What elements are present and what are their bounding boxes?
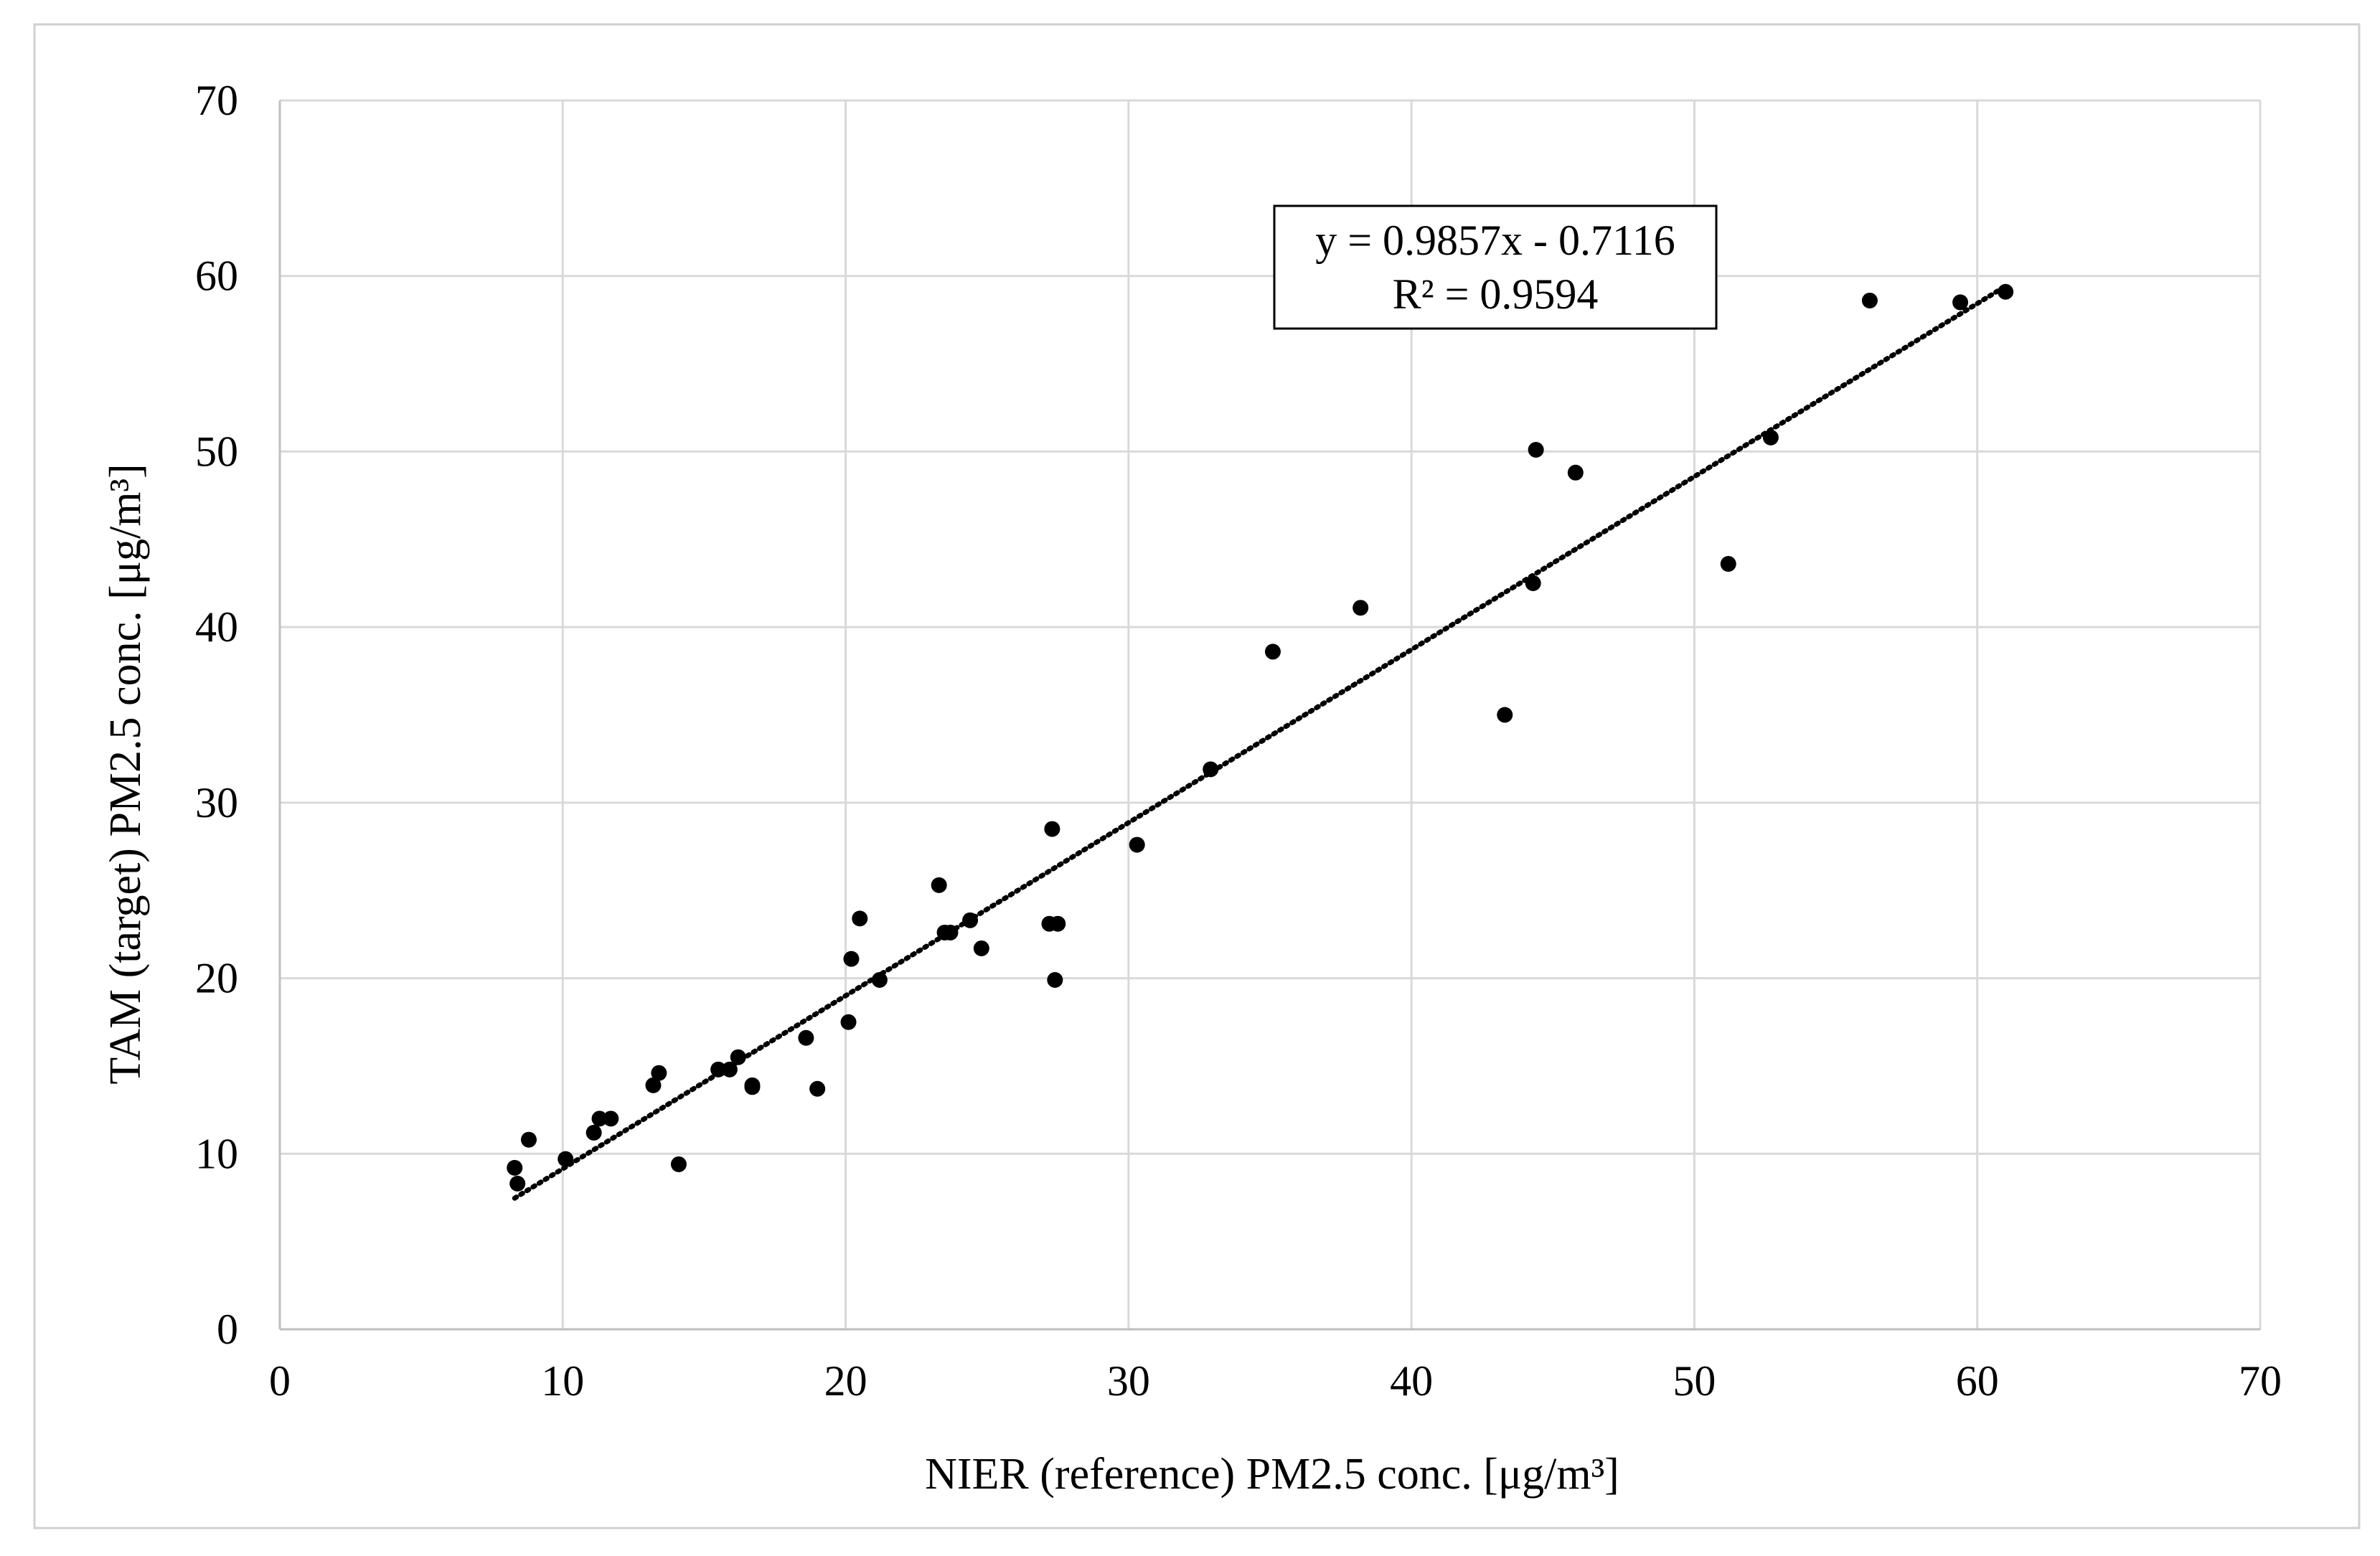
y-tick-label: 0 [217, 1306, 238, 1353]
equation-box-frame [1273, 204, 1718, 330]
y-tick-label: 60 [195, 253, 238, 300]
data-points [507, 283, 2014, 1192]
data-point [871, 972, 888, 989]
x-tick-label: 0 [269, 1357, 291, 1405]
data-point [1762, 429, 1779, 445]
data-point [809, 1080, 826, 1097]
data-point [840, 1014, 857, 1030]
data-point [931, 877, 947, 893]
data-point [721, 1061, 738, 1078]
data-point [645, 1077, 662, 1093]
trendline-layer [512, 283, 2008, 1201]
x-axis-title: NIER (reference) PM2.5 conc. [μg/m³] [925, 1450, 1619, 1499]
data-point [651, 1065, 667, 1081]
data-point [1720, 556, 1736, 572]
x-tick-label: 10 [541, 1357, 584, 1405]
x-tick-label: 60 [1956, 1357, 1999, 1405]
x-tick-label: 30 [1107, 1357, 1150, 1405]
data-point [509, 1175, 526, 1192]
data-point [843, 951, 860, 967]
data-point [1129, 836, 1145, 853]
tick-labels: 0 10 20 30 40 50 60 70 0 10 20 30 40 50 60 70 [195, 77, 2282, 1405]
data-point [710, 1061, 727, 1078]
data-point [1264, 643, 1281, 660]
data-point [962, 912, 979, 928]
data-point [603, 1111, 619, 1127]
r-squared-text: R² = 0.9594 [1393, 270, 1599, 318]
x-tick-label: 70 [2239, 1357, 2282, 1405]
data-point [1050, 915, 1066, 932]
equation-text: y = 0.9857x - 0.7116 [1315, 217, 1675, 264]
x-tick-label: 20 [824, 1357, 867, 1405]
y-tick-label: 40 [195, 603, 238, 651]
data-point [1567, 464, 1584, 481]
data-point [1497, 707, 1513, 723]
data-point [507, 1159, 523, 1176]
data-point [1044, 821, 1060, 837]
trendline [512, 283, 2008, 1201]
data-point [558, 1151, 574, 1167]
data-point [1528, 441, 1544, 458]
y-tick-label: 50 [195, 428, 238, 475]
chart-frame [33, 23, 2361, 1529]
y-axis-title: TAM (target) PM2.5 conc. [μg/m³] [101, 463, 150, 1084]
y-tick-label: 70 [195, 77, 238, 124]
data-point [852, 910, 868, 927]
data-point [1861, 292, 1878, 308]
equation-box: y = 0.9857x - 0.7116 R² = 0.9594 [1273, 204, 1718, 330]
data-point [1998, 283, 2014, 300]
data-point [1952, 294, 1969, 311]
y-tick-label: 20 [195, 955, 238, 1002]
y-tick-label: 30 [195, 779, 238, 826]
data-point [585, 1124, 602, 1141]
data-point [670, 1156, 687, 1172]
data-point [744, 1077, 761, 1093]
data-point [1047, 972, 1063, 989]
data-point [1203, 761, 1219, 778]
data-point [798, 1029, 814, 1046]
data-point [1353, 600, 1369, 616]
y-tick-label: 10 [195, 1130, 238, 1177]
data-point [730, 1049, 746, 1065]
data-point [520, 1131, 537, 1148]
axes [278, 100, 2260, 1331]
x-tick-label: 40 [1390, 1357, 1433, 1405]
data-point [591, 1111, 608, 1127]
data-point [942, 924, 959, 940]
data-point [1525, 575, 1541, 591]
data-point [973, 940, 989, 956]
x-tick-label: 50 [1673, 1357, 1716, 1405]
